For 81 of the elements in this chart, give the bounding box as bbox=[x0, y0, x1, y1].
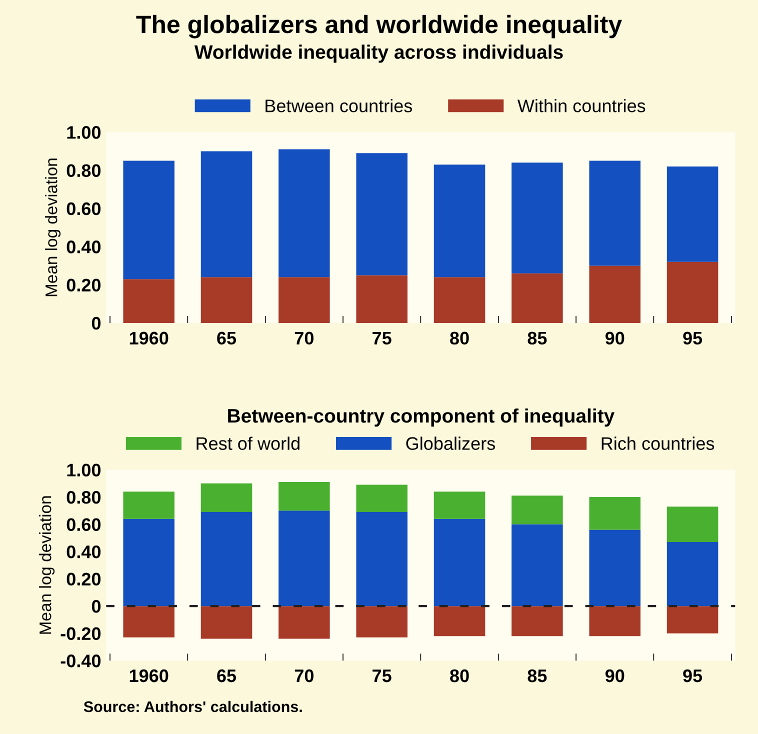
y-axis-title: Mean log deviation bbox=[39, 496, 55, 634]
bar bbox=[666, 262, 718, 323]
x-tick-label: 65 bbox=[217, 332, 236, 345]
x-tick-label: 1960 bbox=[130, 332, 168, 345]
bar bbox=[123, 492, 174, 519]
y-tick-label: 0.20 bbox=[66, 278, 101, 292]
bar bbox=[278, 482, 330, 511]
x-tick-label: 95 bbox=[683, 669, 702, 682]
bar bbox=[666, 542, 718, 606]
chart-title: The globalizers and worldwide inequality bbox=[136, 14, 622, 38]
bar bbox=[434, 606, 486, 636]
bar bbox=[356, 275, 408, 323]
legend-label: Between countries bbox=[266, 99, 412, 112]
y-tick-label: 1.00 bbox=[67, 126, 101, 139]
legend-label: Within countries bbox=[517, 99, 646, 112]
bar bbox=[434, 164, 486, 278]
bar bbox=[434, 277, 486, 323]
bar bbox=[356, 153, 408, 276]
bar bbox=[666, 166, 718, 262]
bar bbox=[123, 279, 174, 323]
bar bbox=[512, 524, 563, 606]
y-tick-label: 0.20 bbox=[66, 572, 101, 586]
bar bbox=[278, 277, 330, 323]
bar bbox=[278, 606, 330, 639]
y-tick-label: 0 bbox=[92, 600, 101, 613]
y-tick-label: 0.80 bbox=[66, 490, 101, 504]
x-tick-label: 70 bbox=[294, 669, 314, 682]
bar bbox=[666, 506, 718, 542]
bar bbox=[512, 606, 563, 636]
y-axis-title: Mean log deviation bbox=[45, 158, 61, 296]
bar bbox=[356, 606, 408, 638]
y-tick-label: 0 bbox=[92, 316, 101, 330]
y-tick-label: -0.20 bbox=[60, 627, 101, 640]
y-tick-label: 0.60 bbox=[66, 518, 101, 532]
bar bbox=[589, 606, 640, 636]
legend-label: Rest of world bbox=[196, 436, 300, 450]
bar bbox=[589, 160, 640, 266]
bar bbox=[512, 496, 563, 524]
bar bbox=[434, 492, 486, 519]
x-tick-label: 70 bbox=[294, 332, 314, 345]
x-tick-label: 75 bbox=[372, 332, 392, 345]
x-tick-label: 1960 bbox=[130, 669, 168, 682]
x-tick-label: 85 bbox=[528, 332, 547, 345]
y-tick-label: 0.40 bbox=[66, 240, 101, 254]
x-tick-label: 90 bbox=[605, 332, 624, 345]
x-tick-label: 65 bbox=[217, 669, 236, 682]
bar bbox=[512, 273, 563, 323]
bar bbox=[123, 606, 174, 638]
x-tick-label: 75 bbox=[372, 670, 392, 682]
bar bbox=[512, 162, 563, 274]
y-tick-label: -0.40 bbox=[60, 654, 101, 668]
chart-title: Between-country component of inequality bbox=[228, 408, 615, 427]
bar bbox=[589, 530, 640, 606]
bar bbox=[200, 151, 252, 278]
bar bbox=[589, 266, 640, 323]
bar bbox=[200, 606, 252, 639]
bar bbox=[356, 512, 408, 606]
bar bbox=[278, 510, 330, 606]
bar bbox=[666, 606, 718, 634]
y-tick-label: 0.80 bbox=[66, 164, 101, 178]
x-tick-label: 90 bbox=[605, 669, 624, 682]
bar bbox=[123, 160, 174, 280]
y-tick-label: 0.60 bbox=[66, 202, 101, 216]
bar bbox=[123, 518, 174, 606]
x-tick-label: 80 bbox=[450, 669, 469, 682]
x-tick-label: 95 bbox=[683, 332, 702, 345]
source-note: Source: Authors' calculations. bbox=[84, 700, 302, 712]
bar bbox=[434, 518, 486, 606]
bar bbox=[200, 483, 252, 512]
bar bbox=[356, 484, 408, 512]
bar bbox=[278, 149, 330, 278]
legend-label: Rich countries bbox=[602, 436, 714, 450]
y-tick-label: 1.00 bbox=[67, 464, 101, 476]
bar bbox=[200, 277, 252, 323]
bar bbox=[200, 512, 252, 606]
legend-label: Globalizers bbox=[406, 436, 495, 450]
chart-subtitle: Worldwide inequality across individuals bbox=[194, 44, 563, 63]
x-tick-label: 80 bbox=[450, 332, 469, 345]
x-tick-label: 85 bbox=[528, 669, 547, 682]
bar bbox=[589, 497, 640, 530]
y-tick-label: 0.40 bbox=[66, 545, 101, 558]
